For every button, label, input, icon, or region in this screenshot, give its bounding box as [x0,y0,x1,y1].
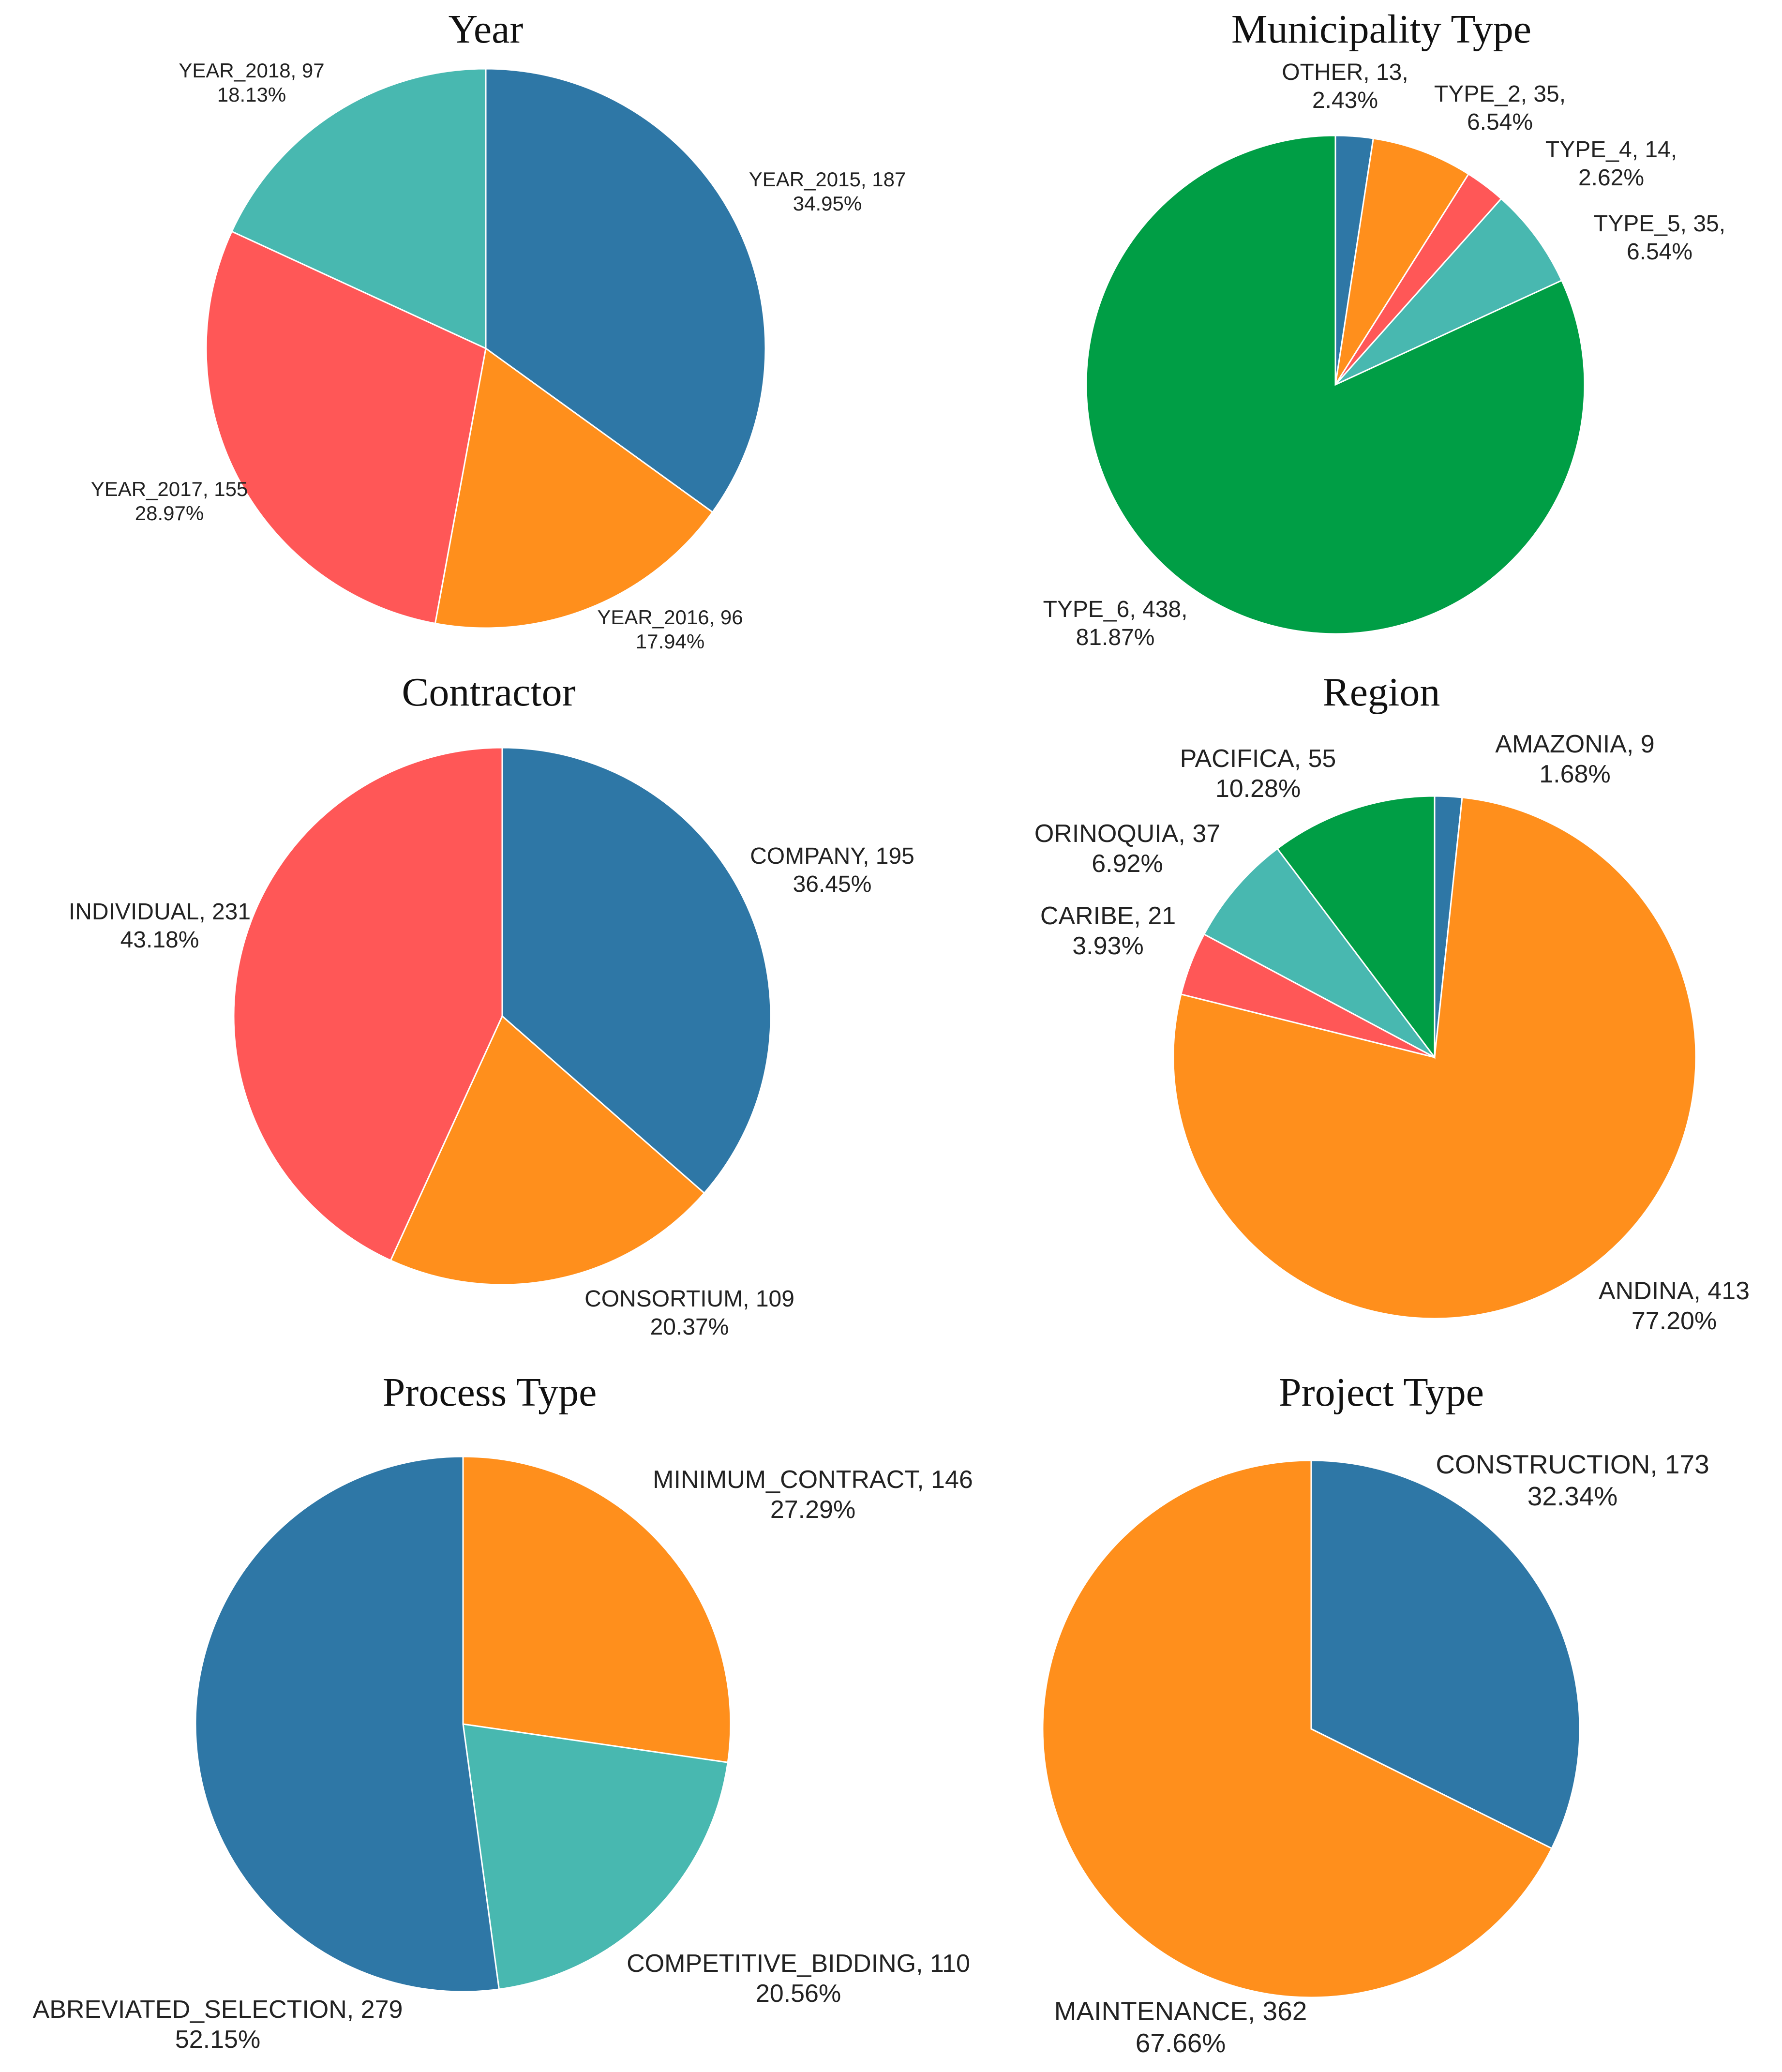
slice-label-year-2018: YEAR_2018, 97 18.13% [179,59,324,106]
slice-label-type-5: TYPE_5, 35, 6.54% [1594,211,1725,265]
slice-label-name: CONSORTIUM, 109 [584,1286,794,1312]
pie-slice-construction [1310,1459,1581,1849]
pie-slice-year-2018 [231,68,487,350]
slice-label-year-2016: YEAR_2016, 96 17.94% [597,606,743,653]
slice-label-construction: CONSTRUCTION, 173 32.34% [1436,1449,1709,1511]
slice-label-name: ABREVIATED_SELECTION, 279 [33,1996,403,2024]
slice-label-year-2017: YEAR_2017, 155 28.97% [91,478,248,525]
slice-label-percent: 81.87% [1076,625,1155,650]
pie-slice-consortium [389,1015,705,1286]
pie-chart-year: Year YEAR_2015, 187 34.95% YEAR_2016, 96 17.… [91,7,906,653]
slice-label-name: TYPE_6, 438, [1043,597,1188,622]
slice-label-name: COMPANY, 195 [750,843,914,869]
pie-slice-type-5 [1334,197,1563,386]
slice-label-percent: 17.94% [636,630,704,653]
pie-slice-year-2017 [205,230,487,625]
slice-label-orinoquia: ORINOQUIA, 37 6.92% [1034,820,1220,878]
pie-chart-region: Region AMAZONIA, 9 1.68% ANDINA, 413 77.20% C… [1034,670,1750,1335]
slice-label-percent: 20.56% [756,1980,841,2008]
slice-label-percent: 52.15% [175,2026,260,2054]
pie-slice-company [501,747,772,1194]
pie-slice-competitive-bidding [462,1723,729,1990]
slice-label-percent: 3.93% [1072,932,1143,960]
chart-title: Contractor [402,670,575,715]
chart-title: Project Type [1279,1370,1484,1415]
slice-label-percent: 2.62% [1578,165,1644,191]
slice-label-other: OTHER, 13, 2.43% [1282,60,1408,113]
slice-label-name: MAINTENANCE, 362 [1054,1996,1307,2026]
slice-label-year-2015: YEAR_2015, 187 34.95% [749,168,906,215]
slice-label-andina: ANDINA, 413 77.20% [1599,1277,1750,1335]
slice-label-name: YEAR_2015, 187 [749,168,906,191]
slice-label-name: TYPE_2, 35, [1434,81,1566,107]
pie-slice-type-6 [1085,135,1586,635]
slice-label-type-6: TYPE_6, 438, 81.87% [1043,597,1188,650]
slice-label-percent: 6.54% [1467,109,1533,135]
slice-label-pacifica: PACIFICA, 55 10.28% [1180,745,1336,803]
pie-chart-project-type: Project Type CONSTRUCTION, 173 32.34% MAINT… [1042,1370,1709,2058]
slice-label-name: PACIFICA, 55 [1180,745,1336,773]
slice-label-name: TYPE_5, 35, [1594,211,1725,237]
slice-label-percent: 32.34% [1527,1481,1618,1511]
slice-label-percent: 18.13% [217,83,286,106]
slice-label-name: YEAR_2016, 96 [597,606,743,629]
pie-slice-pacifica [1276,795,1436,1060]
slice-label-percent: 6.54% [1627,239,1692,265]
slice-label-percent: 36.45% [793,871,872,897]
slice-label-company: COMPANY, 195 36.45% [750,843,914,897]
pie-slice-year-2015 [485,68,766,513]
slice-label-type-2: TYPE_2, 35, 6.54% [1434,81,1566,135]
pie-slice-orinoquia [1203,847,1436,1058]
slice-label-individual: INDIVIDUAL, 231 43.18% [69,899,251,953]
pie-slice-minimum-contract [462,1456,732,1763]
pie-slice-maintenance [1042,1459,1553,1998]
slice-label-percent: 67.66% [1136,2028,1226,2058]
slice-label-percent: 28.97% [135,502,204,525]
slice-label-name: CONSTRUCTION, 173 [1436,1449,1709,1479]
slice-label-consortium: CONSORTIUM, 109 20.37% [584,1286,794,1340]
slice-label-name: OTHER, 13, [1282,60,1408,85]
slice-label-name: ANDINA, 413 [1599,1277,1750,1305]
slice-label-name: ORINOQUIA, 37 [1034,820,1220,848]
slice-label-percent: 1.68% [1539,760,1610,788]
pie-chart-process-type: Process Type MINIMUM_CONTRACT, 146 27.29% C… [33,1370,973,2054]
slice-label-caribe: CARIBE, 21 3.93% [1040,902,1176,960]
chart-title: Municipality Type [1231,7,1531,52]
slice-label-percent: 10.28% [1215,775,1301,803]
pie-slice-abreviated-selection [195,1456,500,1993]
slice-label-competitive-bidding: COMPETITIVE_BIDDING, 110 20.56% [627,1950,970,2008]
slice-label-name: COMPETITIVE_BIDDING, 110 [627,1950,970,1978]
slice-label-percent: 20.37% [650,1314,729,1340]
pie-chart-contractor: Contractor COMPANY, 195 36.45% CONSORTIUM, … [69,670,914,1340]
slice-label-name: TYPE_4, 14, [1545,137,1677,163]
slice-label-name: AMAZONIA, 9 [1495,730,1654,758]
slice-label-name: YEAR_2018, 97 [179,59,324,82]
slice-label-name: MINIMUM_CONTRACT, 146 [653,1466,973,1494]
slice-label-percent: 34.95% [793,192,862,215]
slice-label-name: INDIVIDUAL, 231 [69,899,251,925]
slice-label-percent: 6.92% [1092,850,1163,878]
slice-label-minimum-contract: MINIMUM_CONTRACT, 146 27.29% [653,1466,973,1524]
chart-title: Region [1323,670,1440,715]
slice-label-name: CARIBE, 21 [1040,902,1176,930]
slice-label-percent: 77.20% [1632,1307,1717,1335]
chart-title: Process Type [383,1370,597,1415]
pie-chart-municipality-type: Municipality Type OTHER, 13, 2.43% TYPE_2, … [1043,7,1726,650]
slice-label-maintenance: MAINTENANCE, 362 67.66% [1054,1996,1307,2058]
slice-label-abreviated-selection: ABREVIATED_SELECTION, 279 52.15% [33,1996,403,2054]
slice-label-type-4: TYPE_4, 14, 2.62% [1545,137,1677,191]
slice-label-name: YEAR_2017, 155 [91,478,248,500]
pie-slice-type-2 [1334,137,1470,385]
slice-label-amazonia: AMAZONIA, 9 1.68% [1495,730,1654,788]
chart-title: Year [449,7,524,52]
pie-slice-year-2016 [434,347,714,629]
slice-label-percent: 43.18% [120,927,199,953]
slice-label-percent: 2.43% [1312,88,1378,113]
slice-label-percent: 27.29% [770,1496,855,1524]
pie-slice-individual [233,747,503,1261]
